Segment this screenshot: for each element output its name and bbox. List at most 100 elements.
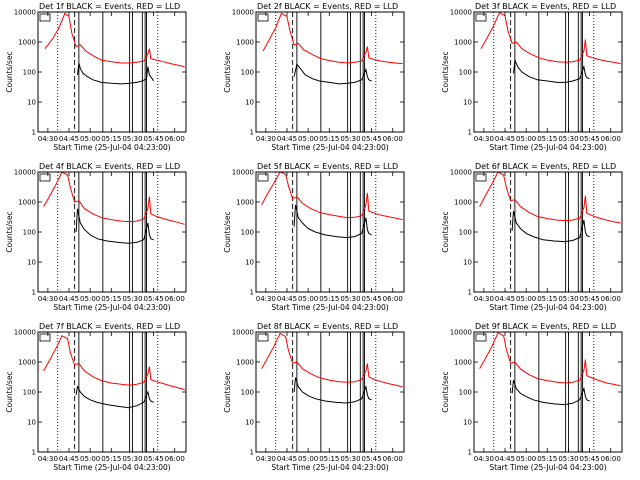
y-tick-label: 10000 xyxy=(450,169,472,177)
x-tick-label: 05:45 xyxy=(361,295,381,303)
x-tick-label: 05:30 xyxy=(558,455,578,463)
y-tick-label: 10 xyxy=(245,99,254,107)
chart-title: Det 2f BLACK = Events, RED = LLD xyxy=(257,2,398,11)
x-tick-label: 04:30 xyxy=(38,455,58,463)
x-tick-label: 05:00 xyxy=(298,135,318,143)
x-tick-label: 05:45 xyxy=(579,455,599,463)
y-tick-label: 100 xyxy=(23,389,36,397)
x-tick-label: 04:30 xyxy=(474,295,494,303)
x-tick-label: 05:30 xyxy=(340,295,360,303)
y-tick-label: 10 xyxy=(27,99,36,107)
plot-frame xyxy=(473,331,623,453)
y-axis-label: Counts/sec xyxy=(223,211,232,252)
y-axis-label: Counts/sec xyxy=(223,51,232,92)
y-tick-label: 1 xyxy=(468,449,472,457)
chart-title: Det 6f BLACK = Events, RED = LLD xyxy=(475,162,616,171)
x-tick-label: 05:30 xyxy=(558,135,578,143)
x-tick-label: 05:45 xyxy=(143,295,163,303)
y-axis-label: Counts/sec xyxy=(5,211,14,252)
x-tick-label: 04:30 xyxy=(38,135,58,143)
chart-title: Det 3f BLACK = Events, RED = LLD xyxy=(475,2,616,11)
panel-3: Det 3f BLACK = Events, RED = LLD 1 10 100 10… xyxy=(441,2,623,152)
panel-5: Det 5f BLACK = Events, RED = LLD 1 10 100 10… xyxy=(223,162,405,312)
x-tick-label: 05:00 xyxy=(80,455,100,463)
x-tick-label: 04:45 xyxy=(277,135,297,143)
y-tick-label: 10000 xyxy=(450,329,472,337)
x-tick-label: 05:00 xyxy=(80,295,100,303)
events-series-line xyxy=(75,385,154,409)
chart-title: Det 4f BLACK = Events, RED = LLD xyxy=(39,162,180,171)
y-tick-label: 1000 xyxy=(236,359,254,367)
panel-6: Det 6f BLACK = Events, RED = LLD 1 10 100 10… xyxy=(441,162,623,312)
y-tick-label: 1000 xyxy=(454,39,472,47)
plot-frame xyxy=(37,331,187,453)
x-tick-label: 05:00 xyxy=(298,455,318,463)
y-tick-label: 10000 xyxy=(450,9,472,17)
y-tick-label: 100 xyxy=(23,69,36,77)
events-series-line xyxy=(293,204,372,239)
y-tick-label: 1000 xyxy=(18,359,36,367)
y-tick-label: 10 xyxy=(245,419,254,427)
panel-7: Det 7f BLACK = Events, RED = LLD 1 10 100 10… xyxy=(5,322,187,472)
y-tick-label: 10000 xyxy=(14,169,36,177)
x-tick-label: 05:30 xyxy=(122,455,142,463)
x-axis-label: Start Time (25-Jul-04 04:23:00) xyxy=(53,463,170,472)
x-tick-label: 05:15 xyxy=(319,295,339,303)
lld-series-line xyxy=(479,332,621,387)
x-tick-label: 05:15 xyxy=(537,135,557,143)
x-tick-label: 06:00 xyxy=(383,135,403,143)
x-axis-label: Start Time (25-Jul-04 04:23:00) xyxy=(271,303,388,312)
plot-frame xyxy=(255,11,405,133)
x-tick-label: 05:30 xyxy=(122,295,142,303)
y-tick-label: 100 xyxy=(241,229,254,237)
y-tick-label: 1000 xyxy=(236,39,254,47)
y-tick-label: 10 xyxy=(463,259,472,267)
y-tick-label: 10 xyxy=(27,259,36,267)
x-axis-label: Start Time (25-Jul-04 04:23:00) xyxy=(489,143,606,152)
y-tick-label: 100 xyxy=(459,389,472,397)
x-tick-label: 05:45 xyxy=(579,135,599,143)
x-tick-label: 05:45 xyxy=(143,135,163,143)
y-tick-label: 10000 xyxy=(14,9,36,17)
events-series-line xyxy=(511,379,590,406)
x-tick-label: 05:45 xyxy=(361,135,381,143)
y-tick-label: 100 xyxy=(241,389,254,397)
y-tick-label: 1 xyxy=(250,289,254,297)
plot-frame xyxy=(473,171,623,293)
lld-series-line xyxy=(43,335,185,391)
x-axis-label: Start Time (25-Jul-04 04:23:00) xyxy=(489,303,606,312)
panel-1: Det 1f BLACK = Events, RED = LLD 1 10 100 10… xyxy=(5,2,187,152)
x-tick-label: 04:45 xyxy=(59,295,79,303)
chart-title: Det 5f BLACK = Events, RED = LLD xyxy=(257,162,398,171)
y-tick-label: 1000 xyxy=(18,199,36,207)
y-tick-label: 1000 xyxy=(18,39,36,47)
y-tick-label: 1 xyxy=(468,289,472,297)
lld-series-line xyxy=(480,12,621,65)
x-axis-label: Start Time (25-Jul-04 04:23:00) xyxy=(53,143,170,152)
panel-2: Det 2f BLACK = Events, RED = LLD 1 10 100 10… xyxy=(223,2,405,152)
plot-frame xyxy=(255,331,405,453)
x-tick-label: 05:15 xyxy=(537,455,557,463)
x-tick-label: 05:30 xyxy=(122,135,142,143)
y-tick-label: 1 xyxy=(250,449,254,457)
x-tick-label: 05:30 xyxy=(340,455,360,463)
x-tick-label: 05:15 xyxy=(101,135,121,143)
y-tick-label: 1000 xyxy=(454,359,472,367)
y-tick-label: 1000 xyxy=(454,199,472,207)
x-tick-label: 04:45 xyxy=(277,455,297,463)
y-tick-label: 10 xyxy=(463,99,472,107)
lld-series-line xyxy=(261,172,403,221)
y-tick-label: 10000 xyxy=(232,329,254,337)
chart-title: Det 1f BLACK = Events, RED = LLD xyxy=(39,2,180,11)
lld-series-line xyxy=(479,172,621,224)
x-tick-label: 05:45 xyxy=(579,295,599,303)
x-tick-label: 05:30 xyxy=(558,295,578,303)
legend-box xyxy=(39,173,51,182)
y-tick-label: 1 xyxy=(32,129,36,137)
y-tick-label: 10000 xyxy=(14,329,36,337)
y-axis-label: Counts/sec xyxy=(5,371,14,412)
x-tick-label: 06:00 xyxy=(165,455,185,463)
chart-title: Det 7f BLACK = Events, RED = LLD xyxy=(39,322,180,331)
x-tick-label: 05:15 xyxy=(101,455,121,463)
